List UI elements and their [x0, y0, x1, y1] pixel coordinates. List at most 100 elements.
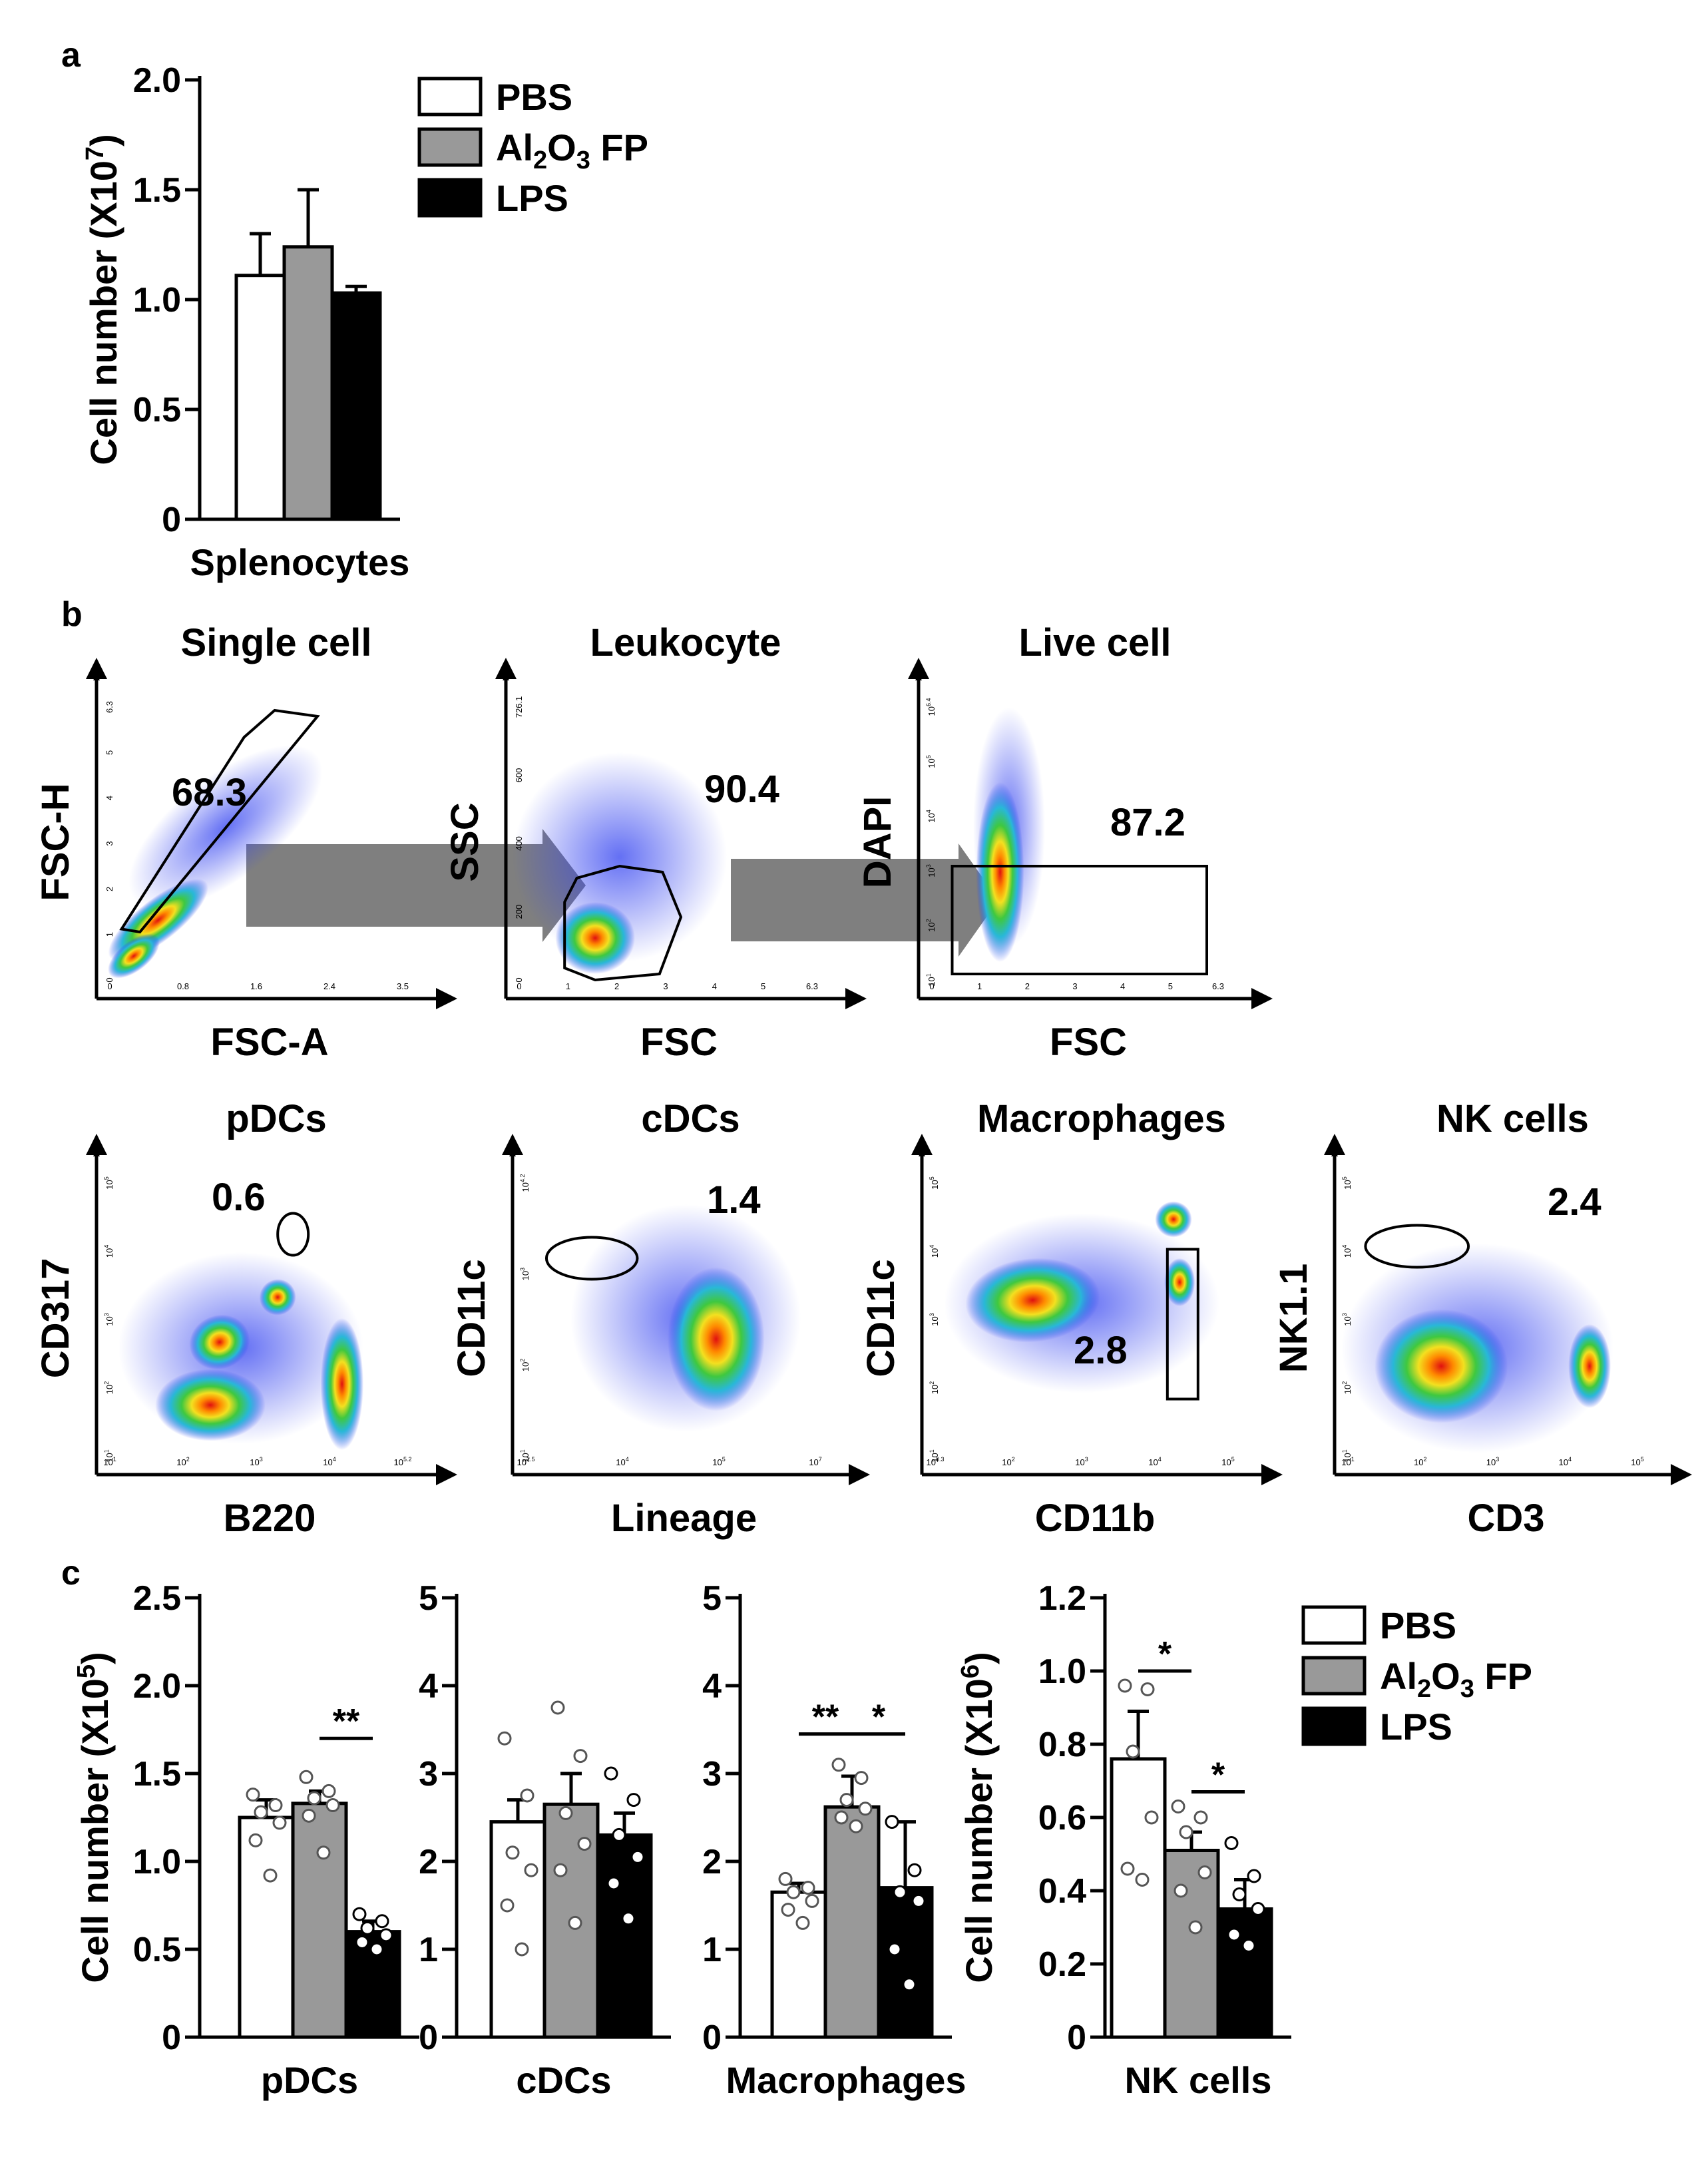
x-tick-label: 1: [977, 981, 982, 991]
gate-outline: [563, 864, 683, 982]
x-tick-label: 103: [1075, 1456, 1088, 1467]
y-tick-label: 101: [1341, 1449, 1353, 1462]
bar-lps: [596, 1833, 653, 2039]
x-axis-arrowhead: [845, 988, 867, 1009]
data-point: [907, 1863, 922, 1877]
data-point: [854, 1771, 869, 1786]
legend2-swatch-lps: [1301, 1706, 1367, 1746]
x-tick-label: 102.5: [517, 1456, 535, 1467]
data-point: [316, 1845, 331, 1860]
y-tick-label: 103: [929, 1313, 940, 1325]
y-tick-label: 0: [1067, 2019, 1086, 2057]
plot-title: NK cells: [1436, 1097, 1589, 1140]
x-axis-arrowhead: [436, 1464, 457, 1485]
x-axis-label: cDCs: [516, 2059, 611, 2101]
data-point: [268, 1798, 283, 1813]
data-point: [568, 1915, 582, 1930]
y-tick-label: 1.0: [133, 1843, 181, 1881]
bar-pbs: [770, 1890, 827, 2039]
y-tick-label: 103: [103, 1313, 114, 1325]
data-point: [254, 1805, 268, 1819]
y-tick-label: 200: [514, 905, 524, 919]
data-point: [1197, 1865, 1212, 1879]
x-tick-label: 103: [250, 1456, 262, 1467]
x-axis-label: Macrophages: [726, 2059, 966, 2101]
x-tick-label: 2.4: [323, 981, 335, 991]
data-point: [497, 1731, 512, 1746]
bar-pbs: [238, 1815, 295, 2039]
data-point: [786, 1885, 801, 1899]
data-point: [621, 1911, 636, 1926]
data-point: [1174, 1883, 1188, 1898]
y-tick-label: 101: [925, 973, 937, 986]
data-point: [553, 1863, 568, 1877]
significance-label: **: [812, 1698, 839, 1737]
bar-pbs: [234, 274, 286, 521]
legend-label-al2o3: Al2O3 FP: [496, 126, 648, 174]
x-tick-label: 0.8: [177, 981, 189, 991]
x-tick-label: 105: [1221, 1456, 1234, 1467]
x-axis-arrowhead: [1261, 1464, 1283, 1485]
data-point: [1140, 1682, 1155, 1696]
legend-swatch-pbs: [417, 77, 483, 117]
y-tick-label: 104: [103, 1245, 114, 1258]
x-tick-label: 1: [566, 981, 570, 991]
bar-chart-a: 0 0.5 1.0 1.5 2.0 Splenocytes Cell number (X10…: [81, 61, 409, 583]
bar-al2o3: [1163, 1849, 1220, 2039]
flow-plot-leukocyte: 0 1 2 3 4 5 6.3 0 200 400 600 726.1 Leukocyte FSC SSC 9…: [443, 621, 867, 1064]
gating-arrow-1: [246, 829, 586, 942]
data-point: [612, 1827, 626, 1842]
y-tick-label: 726.1: [514, 696, 524, 718]
x-tick-label: 102: [1414, 1456, 1426, 1467]
y-tick-label: 105: [103, 1176, 114, 1189]
y-tick-label: 103: [925, 864, 937, 877]
data-point: [352, 1907, 367, 1921]
data-point: [887, 1942, 902, 1957]
y-axis-label: Cell number (X107): [81, 134, 124, 465]
y-tick-label: 104: [1341, 1245, 1353, 1258]
density-cluster: [1155, 1201, 1192, 1238]
y-axis-label: SSC: [443, 802, 487, 881]
density-cluster: [155, 1369, 266, 1441]
y-axis-arrowhead: [495, 658, 517, 679]
density-cluster: [667, 1267, 765, 1411]
x-axis-arrowhead: [849, 1464, 870, 1485]
y-tick-label: 2.0: [133, 1667, 181, 1706]
density-cluster: [555, 902, 635, 974]
x-tick-label: 105: [1631, 1456, 1643, 1467]
y-tick-label: 101: [103, 1449, 114, 1462]
y-tick-label: 4: [702, 1667, 722, 1706]
y-tick-label: 5: [702, 1579, 722, 1618]
data-point: [379, 1928, 393, 1943]
plot-title: Single cell: [181, 621, 372, 664]
y-tick-label: 1: [419, 1931, 438, 1969]
data-point: [1188, 1920, 1203, 1935]
panel-label-c: c: [61, 1554, 81, 1592]
y-tick-label: 2: [702, 1843, 722, 1881]
y-tick-label: 102: [103, 1381, 114, 1394]
legend2-swatch-al2o3: [1301, 1656, 1367, 1696]
density-cluster: [976, 782, 1024, 962]
y-tick-label: 5: [419, 1579, 438, 1618]
significance-label: *: [1158, 1635, 1172, 1674]
significance-label: **: [333, 1702, 360, 1741]
data-point: [369, 1942, 384, 1957]
y-tick-label: 4: [105, 796, 114, 800]
plot-title: Live cell: [1019, 621, 1172, 664]
y-tick-label: 2: [105, 887, 114, 891]
data-point: [1247, 1869, 1261, 1883]
data-point: [831, 1758, 846, 1772]
data-point: [1126, 1744, 1140, 1759]
y-tick-label: 400: [514, 836, 524, 851]
y-tick-label: 2.0: [133, 61, 181, 100]
y-axis-label: NK1.1: [1272, 1264, 1315, 1373]
x-tick-label: 5: [1168, 981, 1173, 991]
y-tick-label: 106.4: [925, 698, 937, 716]
gate-percentage: 0.6: [212, 1176, 266, 1219]
gate-percentage: 90.4: [704, 768, 779, 811]
y-tick-label: 0: [162, 501, 181, 539]
y-tick-label: 0: [514, 977, 524, 982]
bar-lps: [330, 291, 382, 521]
